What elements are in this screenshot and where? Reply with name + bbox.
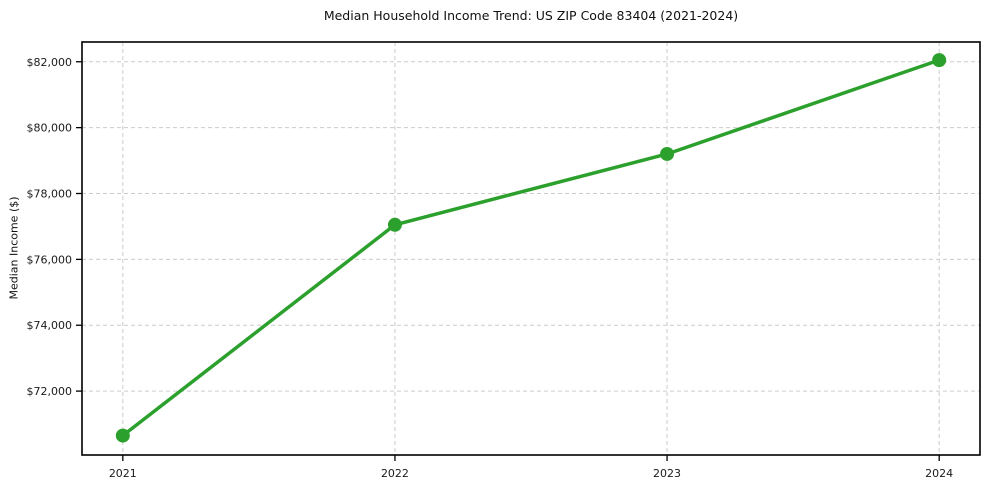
y-tick-label: $74,000	[27, 319, 73, 332]
trend-line	[121, 58, 941, 438]
y-tick-label: $80,000	[27, 122, 73, 135]
data-point	[932, 53, 947, 68]
y-tick-label: $76,000	[27, 253, 73, 266]
y-tick-label: $78,000	[27, 187, 73, 200]
data-point	[660, 146, 675, 161]
x-tick-label: 2024	[925, 467, 953, 480]
x-tick-label: 2023	[653, 467, 681, 480]
data-point	[387, 217, 402, 232]
plot-border	[81, 41, 981, 456]
x-tick-label: 2022	[381, 467, 409, 480]
y-tick-label: $82,000	[27, 56, 73, 69]
data-point	[115, 428, 130, 443]
chart-title: Median Household Income Trend: US ZIP Co…	[323, 8, 739, 23]
x-tick-label: 2021	[109, 467, 137, 480]
y-tick-label: $72,000	[27, 385, 73, 398]
